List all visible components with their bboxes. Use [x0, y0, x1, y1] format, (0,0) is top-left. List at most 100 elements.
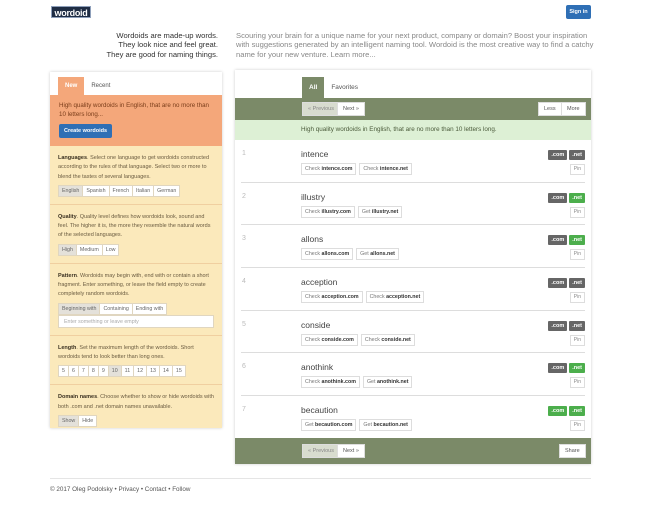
- domains-option[interactable]: Show: [58, 414, 80, 427]
- domain-com-link[interactable]: Get becaution.com: [301, 419, 357, 432]
- wordoid-row: 7 becaution Get becaution.com Get becaut…: [241, 396, 585, 439]
- pin-button[interactable]: Pin: [569, 206, 585, 218]
- domain-name: illustry.com: [321, 208, 351, 215]
- domain-com-link[interactable]: Check conside.com: [301, 333, 358, 346]
- pin-button[interactable]: Pin: [569, 377, 585, 389]
- previous-button[interactable]: « Previous: [302, 444, 340, 458]
- languages-option[interactable]: Italian: [132, 184, 155, 197]
- domain-com-link[interactable]: Check anothink.com: [301, 376, 360, 389]
- intro-text: Scouring your brain for a unique name fo…: [236, 31, 594, 59]
- action-label: Check: [305, 336, 321, 343]
- previous-button[interactable]: « Previous: [302, 102, 340, 116]
- languages-option[interactable]: French: [108, 184, 134, 197]
- domain-name: conside.net: [381, 336, 411, 343]
- pin-button[interactable]: Pin: [569, 334, 585, 346]
- wordoid-name: allons: [301, 234, 324, 245]
- pattern-option[interactable]: Ending with: [131, 302, 168, 315]
- create-wordoids-button[interactable]: Create wordoids: [59, 124, 113, 138]
- quality-description: . Quality level defines how wordoids loo…: [58, 213, 211, 239]
- pattern-section: Pattern. Wordoids may begin with, end wi…: [50, 264, 222, 336]
- action-label: Check: [363, 166, 379, 172]
- bottom-toolbar: « Previous Next » Share: [235, 438, 591, 464]
- row-number: 6: [242, 363, 246, 371]
- domain-name: allons.net: [370, 251, 395, 258]
- wordoid-row: 4 acception Check acception.com Check ac…: [241, 268, 585, 311]
- less-button[interactable]: Less: [538, 102, 562, 116]
- domain-net-link[interactable]: Check intence.net: [359, 163, 412, 175]
- languages-option[interactable]: German: [153, 184, 181, 197]
- tab-all[interactable]: All: [302, 77, 325, 98]
- domain-name: becaution.net: [373, 422, 408, 429]
- domain-net-link[interactable]: Check conside.net: [360, 333, 415, 346]
- action-label: Get: [363, 422, 372, 429]
- length-option[interactable]: 14: [158, 365, 173, 378]
- more-button[interactable]: More: [561, 102, 586, 116]
- net-status-badge: .net: [569, 406, 585, 417]
- wordoid-logo[interactable]: wordoid: [51, 6, 91, 18]
- row-number: 4: [242, 278, 246, 286]
- row-number: 7: [242, 406, 246, 414]
- next-button[interactable]: Next »: [337, 102, 365, 116]
- pattern-options: Beginning with Containing Ending with: [58, 302, 214, 315]
- tab-new[interactable]: New: [58, 77, 85, 95]
- com-status-badge: .com: [548, 235, 568, 246]
- action-label: Check: [305, 251, 321, 258]
- length-option[interactable]: 10: [107, 365, 122, 378]
- domain-net-link[interactable]: Get anothink.net: [362, 376, 413, 389]
- pin-button[interactable]: Pin: [569, 249, 585, 261]
- domain-com-link[interactable]: Check intence.com: [301, 163, 357, 175]
- pin-button[interactable]: Pin: [569, 292, 585, 304]
- net-status-badge: .net: [569, 278, 585, 289]
- languages-section: Languages. Select one language to get wo…: [50, 146, 222, 205]
- next-button[interactable]: Next »: [337, 444, 365, 458]
- action-label: Check: [369, 294, 385, 301]
- pin-button[interactable]: Pin: [569, 420, 585, 432]
- wordoid-name: conside: [301, 319, 331, 330]
- domain-com-link[interactable]: Check illustry.com: [301, 205, 355, 218]
- domains-option[interactable]: Hide: [78, 414, 98, 427]
- settings-panel: New Recent High quality wordoids in Engl…: [50, 72, 222, 428]
- length-option[interactable]: 12: [133, 365, 148, 378]
- pattern-title: Pattern: [58, 272, 77, 279]
- share-button[interactable]: Share: [559, 444, 586, 458]
- domain-net-link[interactable]: Check acception.net: [365, 291, 425, 304]
- tagline-line: Wordoids are made-up words.: [116, 31, 218, 40]
- domain-com-link[interactable]: Check allons.com: [301, 248, 354, 261]
- length-option[interactable]: 11: [120, 365, 135, 378]
- row-number: 5: [242, 320, 246, 328]
- pattern-option[interactable]: Containing: [99, 302, 133, 315]
- tab-favorites[interactable]: Favorites: [331, 84, 359, 91]
- wordoid-row: 3 allons Check allons.com Get allons.net…: [241, 225, 585, 269]
- com-status-badge: .com: [548, 406, 568, 417]
- com-status-badge: .com: [548, 278, 568, 289]
- length-title: Length: [58, 344, 77, 351]
- length-option[interactable]: 13: [146, 365, 160, 378]
- domain-net-link[interactable]: Get allons.net: [356, 248, 399, 261]
- pin-button[interactable]: Pin: [569, 164, 585, 175]
- quality-title: Quality: [58, 213, 77, 220]
- row-number: 1: [242, 150, 246, 157]
- net-status-badge: .net: [569, 235, 585, 246]
- wordoid-name: intence: [301, 149, 329, 159]
- quality-option[interactable]: Medium: [75, 243, 103, 256]
- tagline: Wordoids are made-up words. They look ni…: [107, 31, 218, 59]
- action-label: Get: [305, 422, 314, 429]
- pattern-option[interactable]: Beginning with: [58, 302, 101, 315]
- tab-recent[interactable]: Recent: [91, 83, 111, 89]
- length-option[interactable]: 15: [171, 365, 186, 378]
- wordoid-name: anothink: [301, 362, 334, 373]
- quality-option[interactable]: Low: [101, 243, 120, 256]
- domain-name: anothink.com: [321, 379, 356, 386]
- domain-net-link[interactable]: Get illustry.net: [357, 205, 403, 218]
- action-label: Get: [361, 208, 371, 215]
- wordoid-name: illustry: [301, 191, 326, 202]
- domain-net-link[interactable]: Get becaution.net: [359, 419, 412, 432]
- domain-com-link[interactable]: Check acception.com: [301, 291, 363, 304]
- quality-option[interactable]: High: [58, 243, 77, 256]
- languages-option[interactable]: Spanish: [82, 184, 110, 197]
- action-label: Get: [360, 251, 369, 258]
- sign-in-button[interactable]: Sign in: [566, 5, 591, 19]
- pattern-input[interactable]: Enter something or leave empty: [58, 314, 214, 328]
- tagline-line: They look nice and feel great.: [118, 40, 218, 50]
- languages-option[interactable]: English: [58, 184, 84, 197]
